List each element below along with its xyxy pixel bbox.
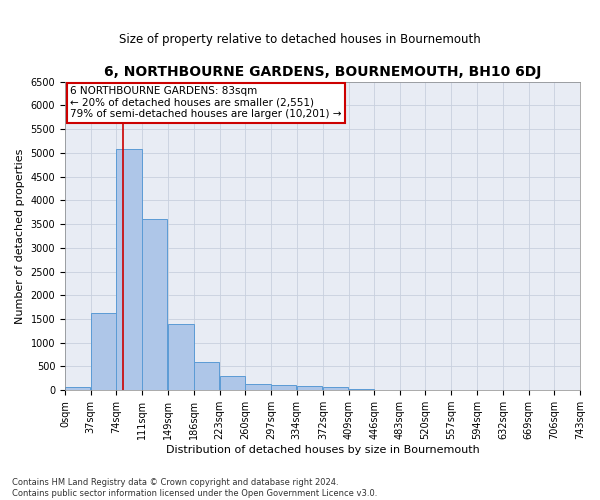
Bar xyxy=(323,388,349,390)
Bar xyxy=(245,384,271,390)
Bar xyxy=(296,386,322,390)
Bar xyxy=(142,220,167,390)
Bar xyxy=(116,149,142,390)
Y-axis label: Number of detached properties: Number of detached properties xyxy=(15,148,25,324)
Bar xyxy=(65,387,91,390)
Bar xyxy=(349,389,374,390)
X-axis label: Distribution of detached houses by size in Bournemouth: Distribution of detached houses by size … xyxy=(166,445,479,455)
Bar xyxy=(194,362,220,390)
Bar xyxy=(271,386,296,390)
Text: Size of property relative to detached houses in Bournemouth: Size of property relative to detached ho… xyxy=(119,32,481,46)
Bar xyxy=(91,313,116,390)
Text: 6 NORTHBOURNE GARDENS: 83sqm
← 20% of detached houses are smaller (2,551)
79% of: 6 NORTHBOURNE GARDENS: 83sqm ← 20% of de… xyxy=(70,86,341,120)
Bar xyxy=(220,376,245,390)
Title: 6, NORTHBOURNE GARDENS, BOURNEMOUTH, BH10 6DJ: 6, NORTHBOURNE GARDENS, BOURNEMOUTH, BH1… xyxy=(104,65,541,79)
Text: Contains HM Land Registry data © Crown copyright and database right 2024.
Contai: Contains HM Land Registry data © Crown c… xyxy=(12,478,377,498)
Bar xyxy=(169,324,194,390)
